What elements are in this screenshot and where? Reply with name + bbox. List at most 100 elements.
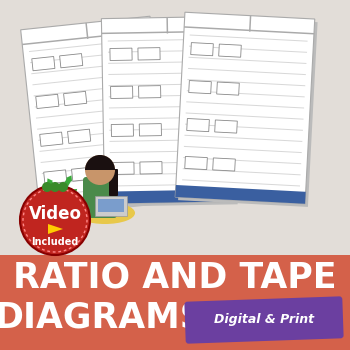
Bar [190,35,308,42]
Text: Digital & Print: Digital & Print [214,314,314,327]
Circle shape [50,182,60,192]
Bar [58,195,61,213]
FancyBboxPatch shape [83,177,117,218]
Bar [34,83,151,96]
Bar [140,162,162,174]
Bar [112,162,134,175]
Bar [187,79,305,86]
Bar [189,80,211,94]
Bar [189,57,307,64]
Bar [138,48,160,60]
Bar [21,16,169,214]
Bar [183,168,301,175]
Bar [108,61,226,64]
Bar [185,124,303,131]
Ellipse shape [75,202,135,224]
Bar [178,15,317,207]
Bar [41,150,158,163]
Bar [40,139,157,152]
Bar [24,19,173,216]
FancyBboxPatch shape [95,196,127,216]
Bar [109,117,227,120]
Bar [64,91,87,106]
Bar [108,72,226,75]
Bar [187,90,305,97]
Bar [111,124,133,136]
Bar [39,188,169,214]
Bar [110,150,228,153]
Bar [44,183,162,196]
Bar [110,161,228,164]
Bar [185,156,207,170]
Bar [110,139,228,142]
Bar [22,30,152,45]
Circle shape [20,185,90,255]
Bar [68,129,91,144]
Bar [35,94,152,107]
Bar [110,48,132,61]
Bar [166,18,168,34]
Bar [85,23,89,39]
Bar [109,94,227,97]
Bar [184,146,302,153]
Bar [98,199,124,212]
FancyArrow shape [57,175,72,198]
Bar [186,112,303,120]
Bar [217,82,239,95]
FancyBboxPatch shape [184,296,344,344]
FancyBboxPatch shape [109,169,118,196]
Bar [186,102,304,108]
Bar [104,19,238,206]
Bar [139,124,161,136]
Bar [36,94,59,108]
Bar [38,127,156,141]
Bar [71,167,95,181]
Text: DIAGRAMS: DIAGRAMS [0,301,205,335]
Bar [109,128,228,131]
Bar [108,38,226,42]
Bar [102,30,232,34]
Bar [37,116,155,130]
Bar [102,16,235,204]
Bar [33,72,150,85]
Bar [110,172,228,175]
Bar [30,50,148,63]
Bar [189,46,307,53]
Bar [139,86,161,98]
FancyArrow shape [47,178,62,201]
Circle shape [42,182,52,192]
Bar [249,16,251,32]
FancyArrow shape [42,191,63,209]
Bar [184,26,314,35]
Text: Video: Video [28,205,82,223]
Bar [31,61,149,74]
Circle shape [85,155,115,185]
Bar [183,157,301,164]
Polygon shape [48,224,63,234]
Bar [32,56,55,71]
Bar [43,172,160,185]
Bar [219,44,241,57]
Bar [191,43,213,56]
Bar [29,39,146,52]
Bar [110,183,228,187]
Wedge shape [85,155,115,170]
FancyArrow shape [56,189,77,207]
Ellipse shape [111,199,125,207]
Bar [111,86,133,98]
Bar [184,135,302,142]
Bar [40,132,63,146]
Circle shape [58,182,68,192]
Bar [109,105,227,108]
Text: RATIO AND TAPE: RATIO AND TAPE [13,261,337,295]
Bar [213,158,235,171]
Bar [188,68,306,75]
Bar [175,12,315,204]
Bar [182,179,300,187]
Bar [187,119,209,132]
Bar [108,50,226,53]
Bar [0,255,350,350]
Bar [42,161,159,174]
Text: Included: Included [31,237,79,247]
Bar [215,120,237,133]
